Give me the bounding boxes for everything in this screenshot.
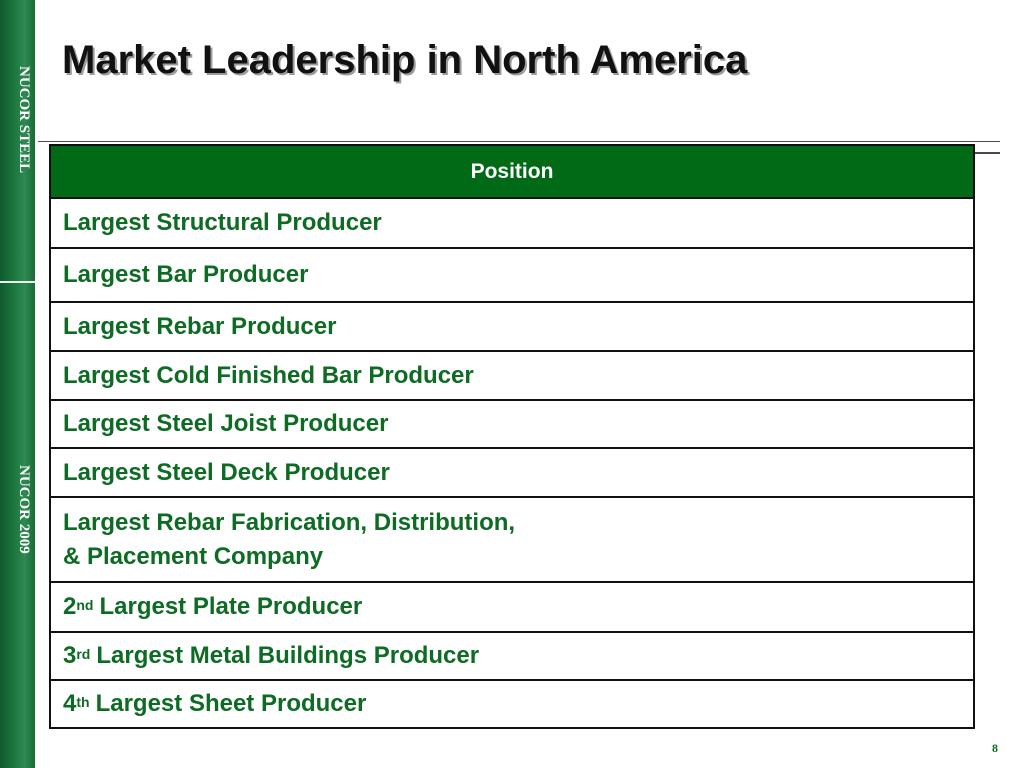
row-ordinal: 3 xyxy=(63,642,77,669)
top-rule-accent xyxy=(974,152,1000,154)
row-text: Largest Rebar Fabrication, Distribution,… xyxy=(63,508,516,570)
table-row: Largest Rebar Producer xyxy=(51,301,973,350)
row-text: Largest Bar Producer xyxy=(63,261,309,288)
table-row: Largest Bar Producer xyxy=(51,247,973,301)
top-rule xyxy=(38,141,1000,142)
page-number: 8 xyxy=(992,741,998,755)
sidebar-label-top: NUCOR STEEL xyxy=(16,66,32,174)
position-table: Position Largest Structural Producer Lar… xyxy=(49,144,975,729)
row-text: Largest Steel Joist Producer xyxy=(63,410,389,437)
row-text: Largest Sheet Producer xyxy=(95,690,367,717)
page-title: Market Leadership in North America xyxy=(62,38,748,82)
table-header: Position xyxy=(51,146,973,197)
sidebar-divider xyxy=(0,281,35,283)
row-ordinal: 2 xyxy=(63,593,77,620)
row-text: Largest Metal Buildings Producer xyxy=(96,642,480,669)
table-row: Largest Structural Producer xyxy=(51,197,973,247)
row-ordinal: 4 xyxy=(63,690,77,717)
sidebar: NUCOR STEEL NUCOR 2009 xyxy=(0,0,35,768)
table-row: Largest Steel Joist Producer xyxy=(51,399,973,447)
table-header-label: Position xyxy=(470,159,554,183)
table-row: Largest Rebar Fabrication, Distribution,… xyxy=(51,496,973,581)
row-text: Largest Cold Finished Bar Producer xyxy=(63,361,474,389)
table-row: Largest Steel Deck Producer xyxy=(51,447,973,496)
row-text: Largest Structural Producer xyxy=(63,209,382,236)
table-row: Largest Cold Finished Bar Producer xyxy=(51,350,973,399)
row-text: Largest Steel Deck Producer xyxy=(63,458,390,486)
row-text: Largest Plate Producer xyxy=(99,593,363,620)
sidebar-label-bottom: NUCOR 2009 xyxy=(16,465,32,554)
row-text: Largest Rebar Producer xyxy=(63,312,337,340)
